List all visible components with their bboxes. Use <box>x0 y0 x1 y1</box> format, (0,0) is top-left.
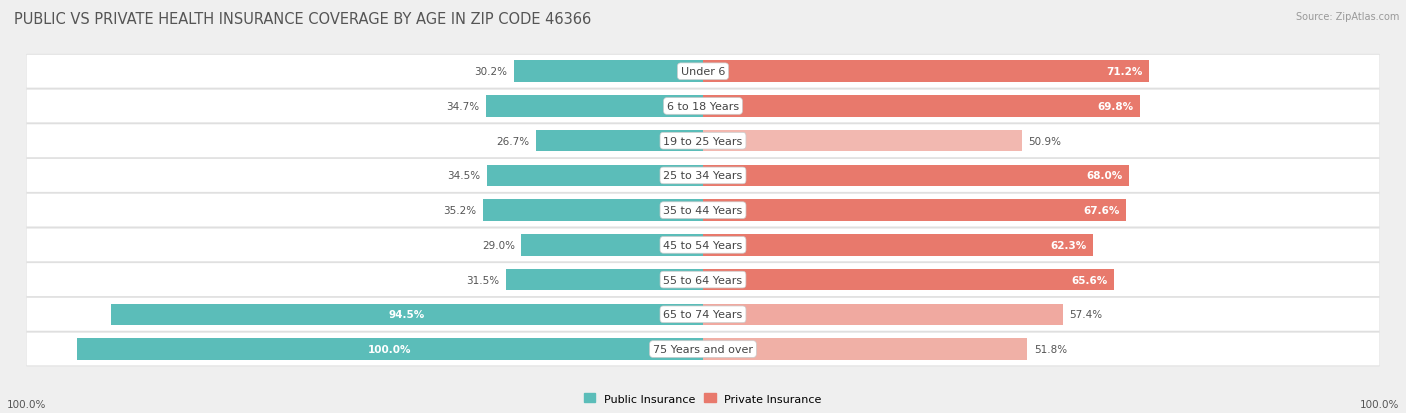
Text: 25 to 34 Years: 25 to 34 Years <box>664 171 742 181</box>
Bar <box>522 235 703 256</box>
Text: Under 6: Under 6 <box>681 67 725 77</box>
Bar <box>703 62 1149 83</box>
Text: 55 to 64 Years: 55 to 64 Years <box>664 275 742 285</box>
Text: 34.7%: 34.7% <box>446 102 479 112</box>
FancyBboxPatch shape <box>27 298 1379 331</box>
Text: 67.6%: 67.6% <box>1084 206 1121 216</box>
Bar <box>703 338 1028 360</box>
FancyBboxPatch shape <box>27 55 1379 89</box>
FancyBboxPatch shape <box>27 159 1379 193</box>
Text: PUBLIC VS PRIVATE HEALTH INSURANCE COVERAGE BY AGE IN ZIP CODE 46366: PUBLIC VS PRIVATE HEALTH INSURANCE COVER… <box>14 12 592 27</box>
Bar <box>703 235 1094 256</box>
FancyBboxPatch shape <box>27 263 1379 297</box>
FancyBboxPatch shape <box>27 124 1379 159</box>
Bar <box>482 200 703 221</box>
Text: 100.0%: 100.0% <box>1360 399 1399 409</box>
Text: 68.0%: 68.0% <box>1087 171 1122 181</box>
Text: 35 to 44 Years: 35 to 44 Years <box>664 206 742 216</box>
FancyBboxPatch shape <box>27 297 1379 332</box>
FancyBboxPatch shape <box>27 332 1379 366</box>
Text: 51.8%: 51.8% <box>1033 344 1067 354</box>
Bar <box>513 62 703 83</box>
Bar <box>703 131 1022 152</box>
Text: 94.5%: 94.5% <box>389 310 425 320</box>
Bar <box>111 304 703 325</box>
Text: 50.9%: 50.9% <box>1028 136 1062 146</box>
Text: 57.4%: 57.4% <box>1069 310 1102 320</box>
FancyBboxPatch shape <box>27 263 1379 297</box>
Text: 26.7%: 26.7% <box>496 136 530 146</box>
Text: 19 to 25 Years: 19 to 25 Years <box>664 136 742 146</box>
Text: 6 to 18 Years: 6 to 18 Years <box>666 102 740 112</box>
FancyBboxPatch shape <box>27 229 1379 262</box>
Text: Source: ZipAtlas.com: Source: ZipAtlas.com <box>1295 12 1399 22</box>
Text: 62.3%: 62.3% <box>1050 240 1087 250</box>
FancyBboxPatch shape <box>27 193 1379 228</box>
Text: 45 to 54 Years: 45 to 54 Years <box>664 240 742 250</box>
Text: 100.0%: 100.0% <box>368 344 412 354</box>
Text: 30.2%: 30.2% <box>475 67 508 77</box>
Text: 35.2%: 35.2% <box>443 206 477 216</box>
Bar <box>77 338 703 360</box>
Text: 75 Years and over: 75 Years and over <box>652 344 754 354</box>
Legend: Public Insurance, Private Insurance: Public Insurance, Private Insurance <box>579 389 827 408</box>
Bar <box>703 200 1126 221</box>
FancyBboxPatch shape <box>27 125 1379 158</box>
Text: 31.5%: 31.5% <box>467 275 499 285</box>
FancyBboxPatch shape <box>27 194 1379 227</box>
Bar <box>536 131 703 152</box>
Text: 69.8%: 69.8% <box>1098 102 1133 112</box>
FancyBboxPatch shape <box>27 228 1379 263</box>
FancyBboxPatch shape <box>27 89 1379 124</box>
FancyBboxPatch shape <box>27 159 1379 192</box>
FancyBboxPatch shape <box>27 332 1379 366</box>
Text: 100.0%: 100.0% <box>7 399 46 409</box>
Text: 29.0%: 29.0% <box>482 240 515 250</box>
Text: 65.6%: 65.6% <box>1071 275 1108 285</box>
Bar <box>485 96 703 117</box>
Bar <box>703 269 1114 291</box>
FancyBboxPatch shape <box>27 55 1379 89</box>
Bar <box>486 165 703 187</box>
Bar <box>703 304 1063 325</box>
Text: 34.5%: 34.5% <box>447 171 481 181</box>
Bar <box>506 269 703 291</box>
Bar <box>703 96 1140 117</box>
FancyBboxPatch shape <box>27 90 1379 123</box>
Text: 65 to 74 Years: 65 to 74 Years <box>664 310 742 320</box>
Text: 71.2%: 71.2% <box>1107 67 1143 77</box>
Bar <box>703 165 1129 187</box>
